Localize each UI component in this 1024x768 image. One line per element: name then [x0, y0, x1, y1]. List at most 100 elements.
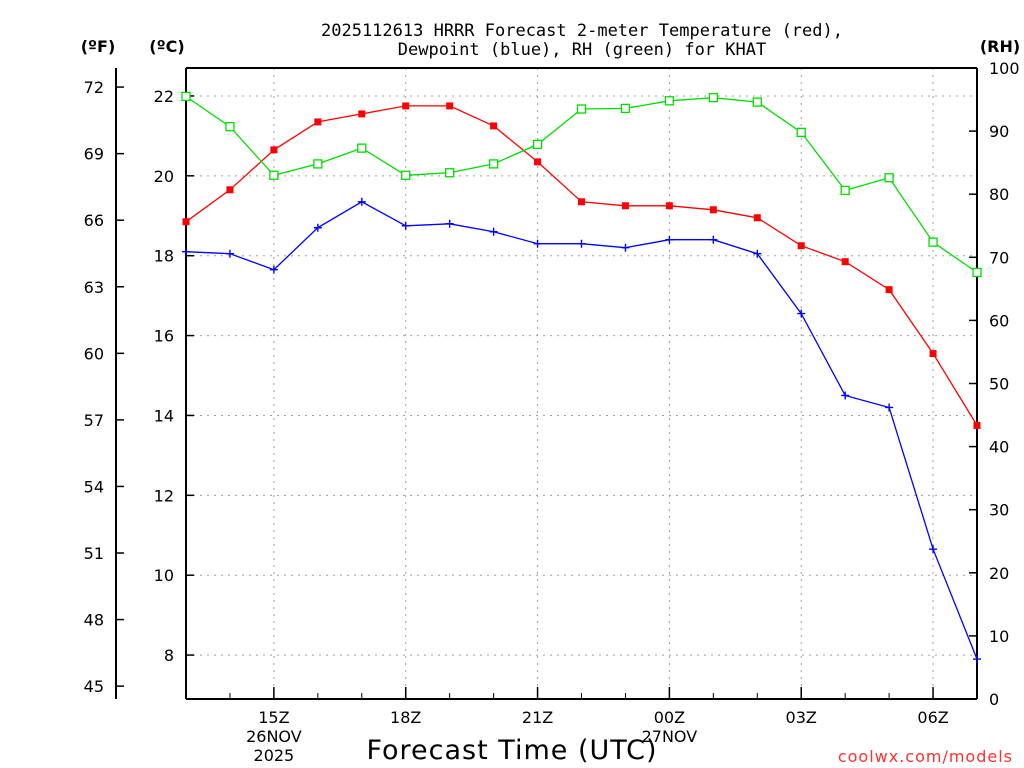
- dewpoint-point: [841, 391, 850, 400]
- rh-tick-label: 10: [989, 627, 1009, 646]
- x-tick-label: 06Z: [917, 708, 948, 727]
- temperature-point: [182, 218, 190, 226]
- temperature-point: [665, 202, 673, 210]
- rh-point: [840, 185, 850, 196]
- fahrenheit-tick-label: 66: [84, 211, 104, 230]
- x-tick-label: 15Z: [258, 708, 289, 727]
- dewpoint-point: [357, 197, 366, 206]
- rh-point: [269, 170, 279, 180]
- rh-point: [401, 170, 411, 180]
- rh-point: [928, 237, 938, 247]
- grid-lines: [186, 68, 977, 699]
- dewpoint-point: [489, 227, 498, 236]
- temperature-point: [621, 202, 629, 210]
- temperature-point: [402, 102, 410, 110]
- celsius-tick-label: 22: [154, 87, 174, 106]
- fahrenheit-tick-label: 69: [84, 145, 104, 164]
- fahrenheit-tick-label: 48: [84, 611, 104, 630]
- rh-point: [357, 143, 367, 153]
- temperature-point: [709, 206, 717, 214]
- dewpoint-point: [182, 247, 190, 256]
- rh-point: [488, 159, 499, 169]
- celsius-tick-label: 16: [154, 327, 174, 346]
- temperature-point: [226, 186, 234, 194]
- dewpoint-point: [533, 239, 542, 248]
- x-tick-label: 21Z: [522, 708, 553, 727]
- rh-point: [576, 104, 587, 114]
- celsius-tick-label: 18: [154, 247, 174, 266]
- rh-point: [620, 103, 631, 114]
- celsius-tick-label: 10: [154, 566, 174, 585]
- temperature-point: [314, 118, 322, 126]
- rh-tick-label: 90: [989, 122, 1009, 141]
- temperature-point: [270, 146, 278, 154]
- dewpoint-point: [885, 403, 894, 412]
- temperature-point: [841, 258, 849, 266]
- celsius-tick-label: 20: [154, 167, 174, 186]
- rh-tick-label: 40: [989, 438, 1009, 457]
- rh-tick-label: 0: [989, 690, 999, 709]
- x-tick-date-label: 27NOV: [642, 727, 698, 746]
- celsius-tick-label: 8: [164, 646, 174, 665]
- fahrenheit-tick-label: 54: [84, 477, 104, 496]
- rh-tick-label: 50: [989, 375, 1009, 394]
- temperature-point: [358, 110, 366, 118]
- temperature-point: [534, 158, 542, 166]
- rh-point: [445, 168, 455, 178]
- chart-title: 2025112613 HRRR Forecast 2-meter Tempera…: [321, 21, 843, 41]
- x-tick-year-label: 2025: [254, 746, 295, 765]
- fahrenheit-tick-label: 57: [84, 411, 104, 430]
- x-tick-label: 18Z: [390, 708, 421, 727]
- data-series: [181, 91, 982, 664]
- temperature-point: [797, 242, 805, 250]
- rh-tick-label: 20: [989, 564, 1009, 583]
- rh-point: [664, 96, 675, 106]
- dewpoint-point: [929, 545, 938, 554]
- dewpoint-point: [225, 249, 234, 258]
- rh-point: [796, 127, 806, 138]
- temperature-point: [446, 102, 454, 110]
- chart-title-line2: Dewpoint (blue), RH (green) for KHAT: [398, 40, 766, 60]
- x-axis-title: Forecast Time (UTC): [366, 735, 657, 766]
- rh-tick-label: 30: [989, 501, 1009, 520]
- temperature-point: [973, 421, 981, 429]
- x-tick-label: 00Z: [654, 708, 685, 727]
- fahrenheit-tick-label: 51: [84, 544, 104, 563]
- x-tick-date-label: 26NOV: [246, 727, 302, 746]
- rh-tick-label: 80: [989, 185, 1009, 204]
- temperature-point: [578, 198, 585, 206]
- fahrenheit-tick-label: 60: [84, 344, 104, 363]
- dewpoint-point: [797, 309, 806, 318]
- celsius-tick-label: 14: [154, 406, 174, 425]
- celsius-tick-label: 12: [154, 486, 174, 505]
- dewpoint-point: [665, 235, 674, 244]
- rh-tick-label: 100: [989, 59, 1020, 78]
- rh-point: [225, 122, 235, 132]
- rh-tick-label: 70: [989, 248, 1009, 267]
- tick-labels: 8 10 12 14 16 18 20 22 45 48 51 54 57 60 63 66 69 72 0 10 20…: [84, 59, 1020, 765]
- dewpoint-point: [269, 265, 278, 274]
- celsius-unit-label: (ºC): [149, 37, 184, 56]
- temperature-point: [753, 214, 761, 222]
- dewpoint-point: [445, 219, 454, 228]
- temperature-point: [490, 122, 498, 130]
- dewpoint-point: [401, 221, 410, 230]
- rh-point: [972, 267, 982, 278]
- rh-point: [532, 139, 543, 150]
- rh-unit-label: (RH): [980, 37, 1020, 56]
- temperature-point: [929, 350, 937, 358]
- dewpoint-point: [753, 249, 762, 258]
- axes: [115, 67, 978, 700]
- dewpoint-point: [709, 235, 718, 244]
- dewpoint-point: [577, 239, 586, 248]
- fahrenheit-unit-label: (ºF): [81, 37, 116, 56]
- fahrenheit-tick-label: 72: [84, 78, 104, 97]
- temperature-line: [185, 105, 978, 426]
- x-tick-label: 03Z: [786, 708, 817, 727]
- dewpoint-point: [313, 223, 322, 232]
- fahrenheit-tick-label: 63: [84, 278, 104, 297]
- rh-point: [708, 93, 718, 103]
- fahrenheit-tick-label: 45: [84, 677, 104, 696]
- dewpoint-point: [973, 655, 981, 664]
